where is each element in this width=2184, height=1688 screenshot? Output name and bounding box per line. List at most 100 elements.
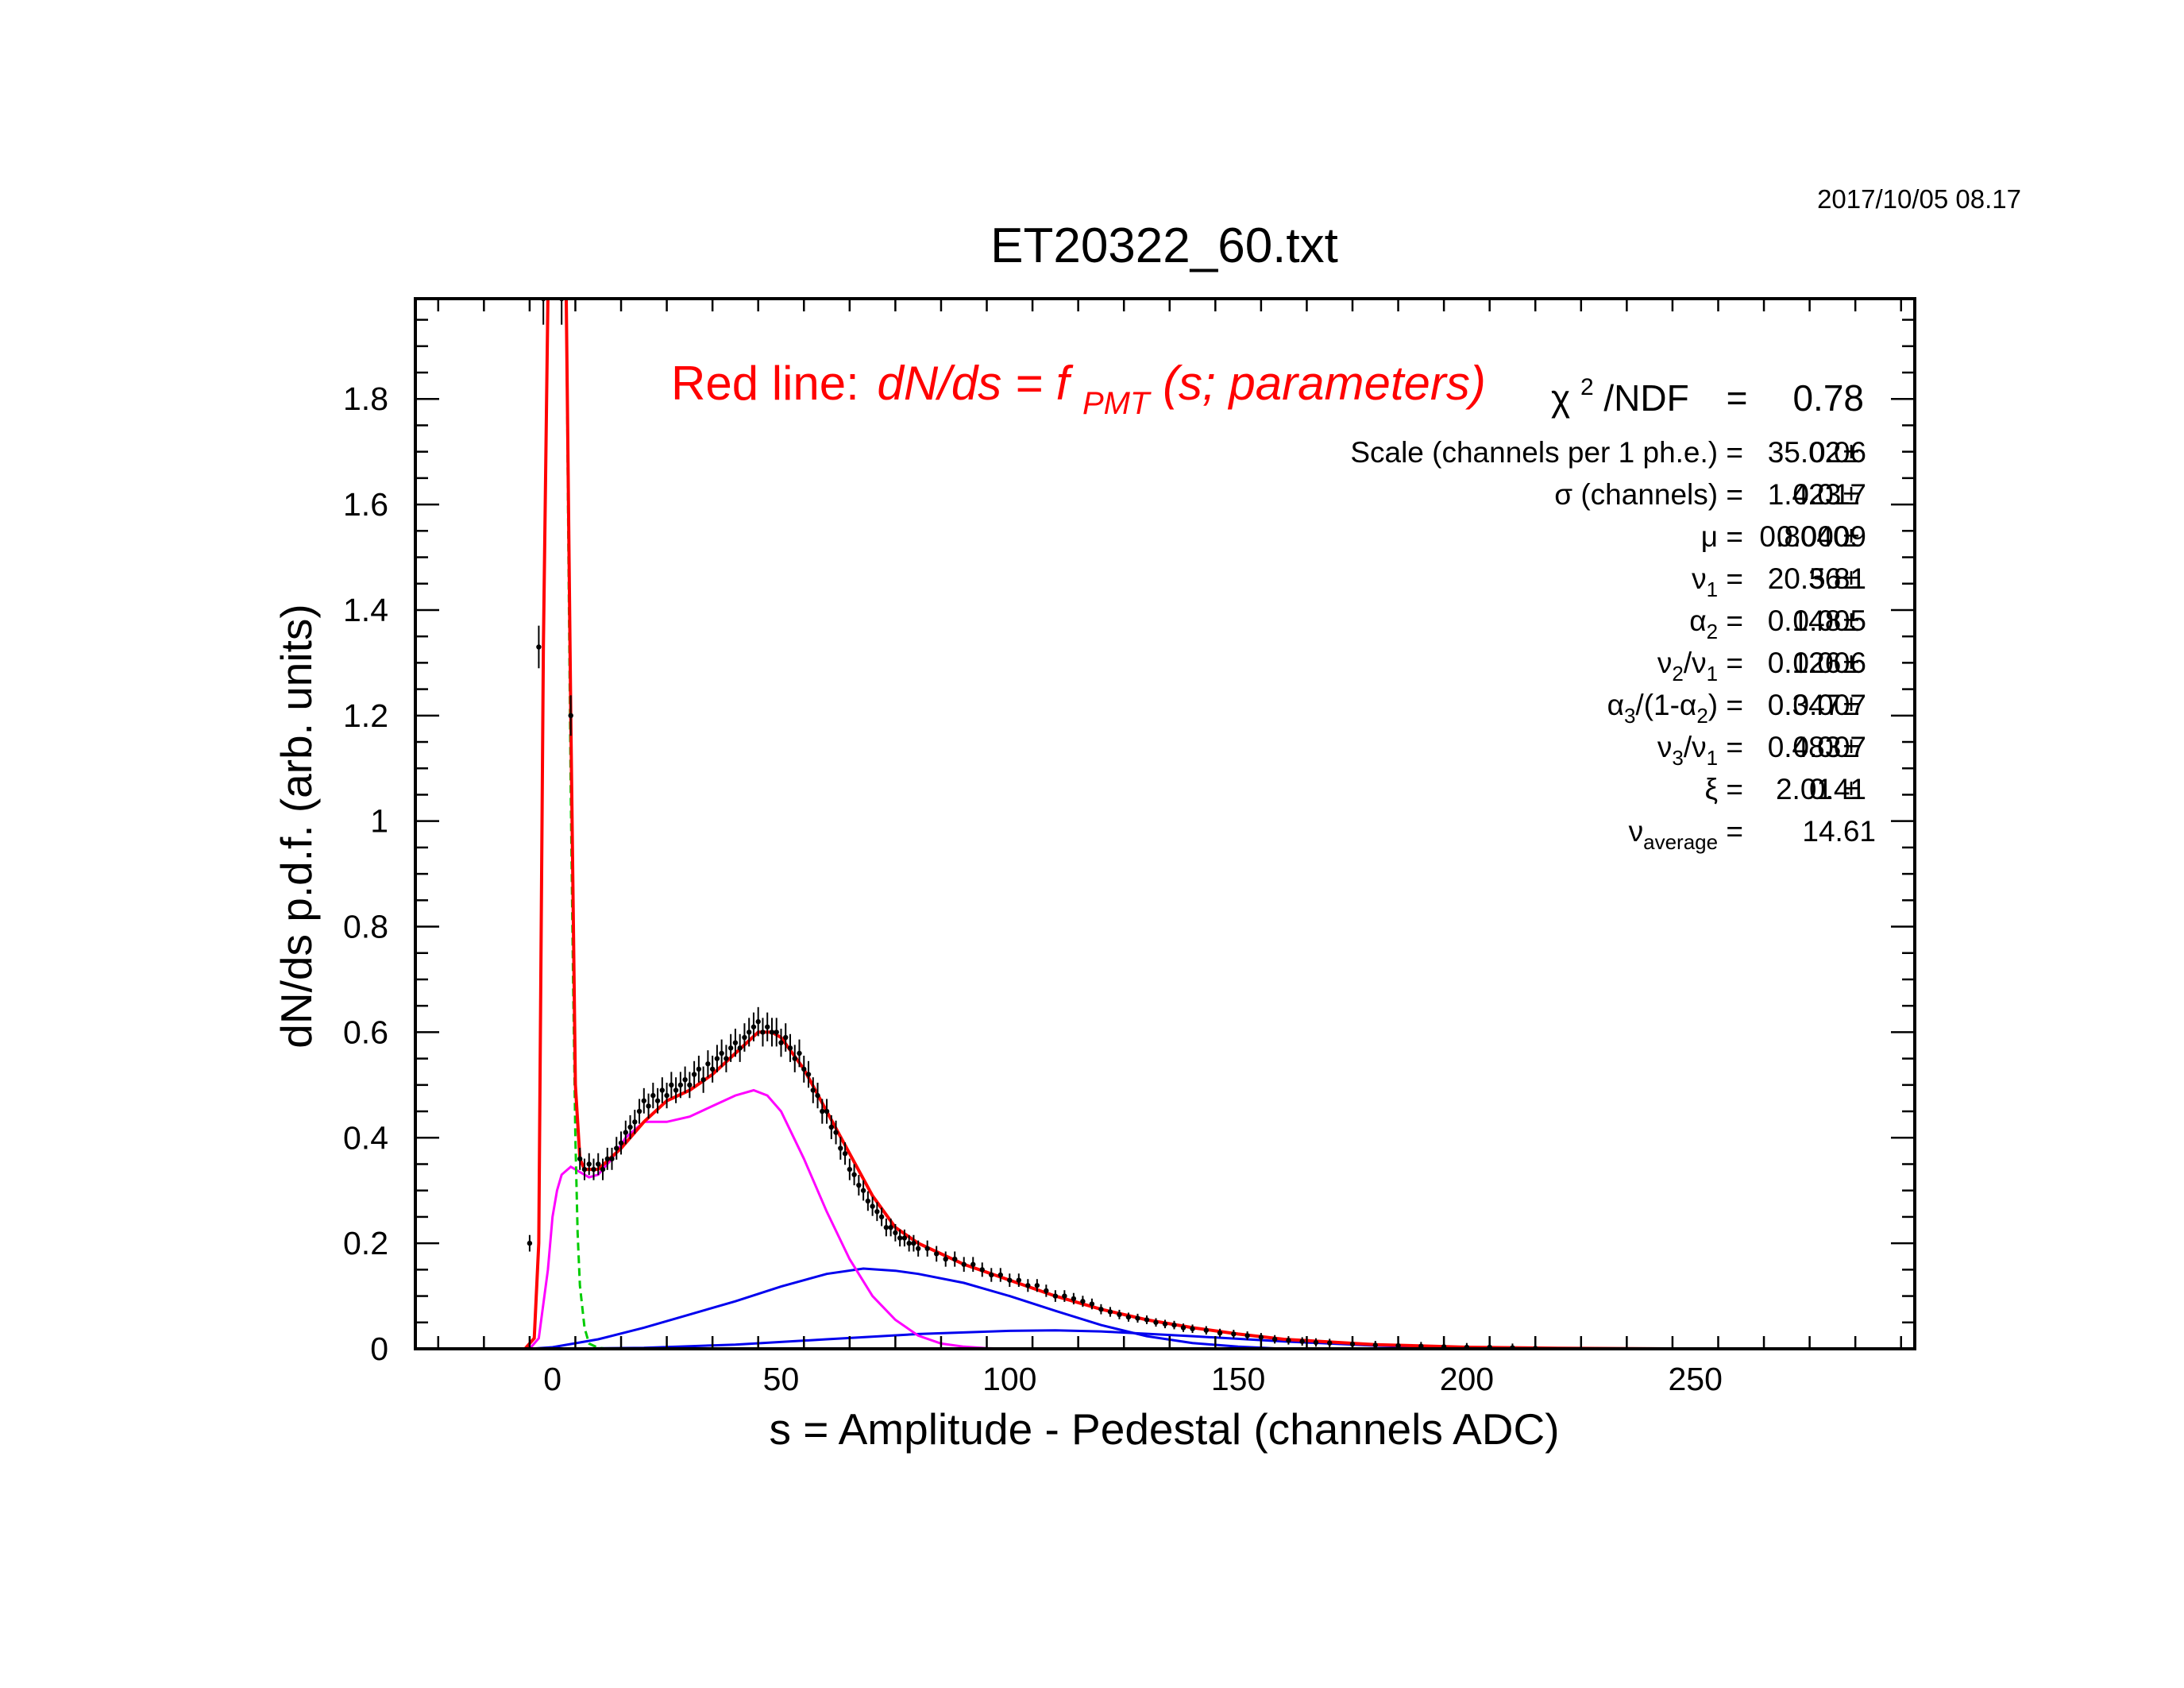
param-value: 35.02 xyxy=(1768,436,1842,469)
data-point xyxy=(568,713,573,719)
param-plusminus: ± xyxy=(1843,689,1859,721)
param-value: 0.126 xyxy=(1768,647,1842,679)
chi2-label: χ 2 /NDF xyxy=(1551,361,1689,419)
data-point xyxy=(600,1166,606,1172)
data-point xyxy=(1125,1314,1132,1320)
data-point xyxy=(732,1040,739,1045)
param-plusminus: ± xyxy=(1843,647,1859,679)
chi2-equals: = xyxy=(1727,377,1748,419)
data-point xyxy=(742,1034,747,1041)
fit-parameters-table: Scale (channels per 1 ph.e.) = 35.02 ±0.06… xyxy=(1350,436,1876,854)
data-point xyxy=(765,1024,770,1029)
data-point xyxy=(727,1045,734,1051)
data-point xyxy=(979,1267,985,1273)
data-point xyxy=(746,1029,752,1035)
chi2-value: 0.78 xyxy=(1792,377,1864,419)
data-point xyxy=(860,1188,866,1193)
data-point xyxy=(952,1256,958,1262)
plot-title: ET20322_60.txt xyxy=(990,218,1338,273)
param-label: σ (channels) = xyxy=(1554,478,1743,511)
fit-legend-prefix: Red line: xyxy=(671,357,859,410)
data-point xyxy=(801,1066,807,1072)
data-point xyxy=(810,1087,816,1093)
data-point xyxy=(1153,1319,1159,1325)
data-point xyxy=(1217,1330,1223,1336)
param-error: 0.017 xyxy=(1792,478,1866,511)
data-point xyxy=(664,1092,669,1099)
data-point xyxy=(1327,1340,1333,1346)
axis-ticks xyxy=(415,299,1915,1350)
y-axis-label: dN/ds p.d.f. (arb. units) xyxy=(272,604,321,1048)
param-label: νaverage = xyxy=(1629,815,1743,854)
param-plusminus: ± xyxy=(1843,773,1859,805)
data-point xyxy=(883,1225,889,1230)
data-point xyxy=(1080,1299,1086,1304)
data-point xyxy=(851,1172,857,1177)
param-error: 5.81 xyxy=(1809,562,1866,595)
data-point xyxy=(828,1124,835,1130)
data-point xyxy=(797,1050,802,1056)
param-plusminus: ± xyxy=(1843,520,1859,553)
datestamp: 2017/10/05 08.17 xyxy=(1817,184,2021,214)
data-points-layer xyxy=(527,299,1538,1349)
data-point xyxy=(659,1087,666,1093)
data-point xyxy=(774,1029,779,1035)
data-point xyxy=(591,1166,596,1172)
fit-legend-formula-end: (s; parameters) xyxy=(1163,357,1486,410)
data-point xyxy=(833,1130,839,1135)
data-point xyxy=(1071,1296,1077,1302)
param-value: 0.483 xyxy=(1768,731,1842,763)
data-point xyxy=(943,1256,948,1262)
x-tick-label: 50 xyxy=(763,1361,800,1397)
data-point xyxy=(1244,1333,1250,1338)
data-point xyxy=(915,1246,921,1251)
data-point xyxy=(669,1082,674,1088)
curve-single_pe xyxy=(528,1088,1010,1349)
data-point xyxy=(815,1092,820,1099)
x-tick-label: 100 xyxy=(982,1361,1036,1397)
param-label: ξ = xyxy=(1705,773,1743,805)
data-point xyxy=(1034,1283,1040,1288)
curve-pedestal xyxy=(557,299,608,1349)
data-point xyxy=(787,1045,793,1051)
data-point xyxy=(650,1092,656,1099)
data-point xyxy=(865,1198,871,1204)
data-point xyxy=(820,1108,825,1114)
data-point xyxy=(1372,1342,1378,1348)
curve-multi_pe_2 xyxy=(529,1267,1284,1349)
data-point xyxy=(778,1040,784,1045)
data-point xyxy=(687,1082,693,1088)
data-point xyxy=(627,1124,633,1130)
data-point xyxy=(769,1029,775,1035)
param-value: 2.01 xyxy=(1776,773,1833,805)
data-point xyxy=(641,1098,647,1103)
data-point xyxy=(636,1108,642,1114)
param-label: ν3/ν1 = xyxy=(1657,731,1743,770)
param-label: ν1 = xyxy=(1692,562,1743,601)
param-label: α3/(1-α2) = xyxy=(1607,689,1743,728)
data-point xyxy=(673,1087,679,1093)
data-point xyxy=(1117,1311,1122,1318)
chi2-ndf: /NDF xyxy=(1603,377,1688,419)
data-point xyxy=(709,1066,716,1072)
data-point xyxy=(596,1161,601,1167)
data-point xyxy=(1162,1321,1168,1327)
y-tick-label: 0.2 xyxy=(343,1225,388,1261)
y-tick-label: 1.4 xyxy=(343,592,388,628)
data-point xyxy=(805,1072,812,1077)
data-point xyxy=(1144,1317,1150,1323)
data-point xyxy=(737,1045,743,1051)
data-point xyxy=(874,1209,880,1215)
y-tick-label: 0.8 xyxy=(343,909,388,945)
data-point xyxy=(677,1082,684,1088)
data-point xyxy=(1190,1326,1195,1331)
param-label: μ = xyxy=(1701,520,1743,553)
data-point xyxy=(1313,1339,1319,1346)
data-point xyxy=(856,1182,862,1188)
param-error: 0.005 xyxy=(1792,605,1866,637)
param-error: 0.06 xyxy=(1809,436,1866,469)
param-value: 0.347 xyxy=(1768,689,1842,721)
data-point xyxy=(901,1235,908,1241)
data-point xyxy=(1089,1301,1095,1307)
